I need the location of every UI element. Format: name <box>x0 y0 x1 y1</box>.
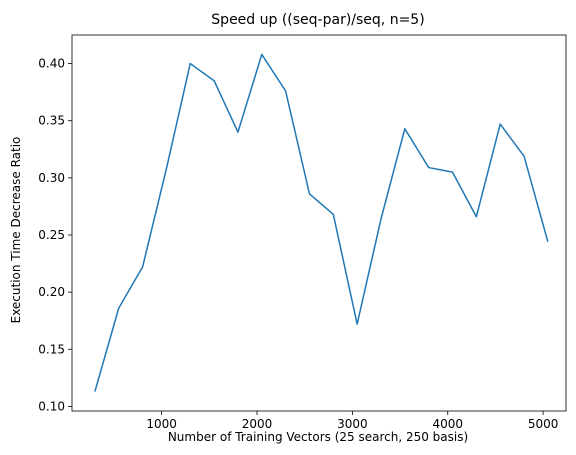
x-tick-label: 5000 <box>528 417 559 431</box>
y-tick-label: 0.35 <box>38 114 65 128</box>
series-line-0 <box>94 53 549 392</box>
chart-title: Speed up ((seq-par)/seq, n=5) <box>211 12 424 28</box>
plot-frame <box>71 34 567 412</box>
x-axis-title: Number of Training Vectors (25 search, 2… <box>168 430 468 444</box>
y-tick-label: 0.20 <box>38 285 65 299</box>
x-tick-label: 4000 <box>432 417 463 431</box>
plot-area: 1000 2000 3000 4000 5000 0.10 0.15 0.20 0.25 0.30… <box>38 34 567 431</box>
x-tick-label: 3000 <box>337 417 368 431</box>
y-tick-label: 0.40 <box>38 57 65 71</box>
y-tick-label: 0.15 <box>38 342 65 356</box>
y-tick-label: 0.30 <box>38 171 65 185</box>
y-tick-label: 0.10 <box>38 399 65 413</box>
y-tick-label: 0.25 <box>38 228 65 242</box>
x-tick-label: 1000 <box>146 417 177 431</box>
x-tick-label: 2000 <box>242 417 273 431</box>
y-axis-title: Execution Time Decrease Ratio <box>9 137 23 324</box>
